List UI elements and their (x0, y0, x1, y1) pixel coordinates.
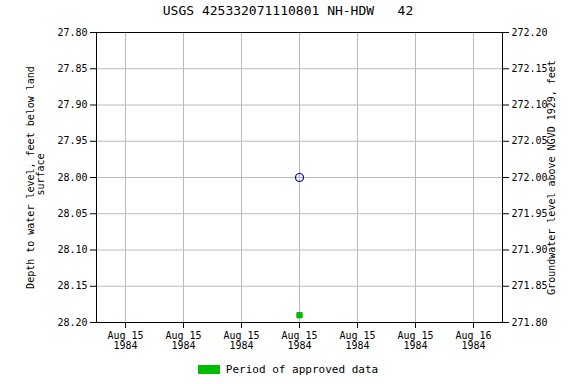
svg-text:Aug 151984: Aug 151984 (223, 330, 259, 351)
svg-text:272.05: 272.05 (512, 135, 548, 146)
svg-text:271.85: 271.85 (512, 280, 548, 291)
svg-text:271.80: 271.80 (512, 317, 548, 328)
svg-text:27.90: 27.90 (57, 99, 87, 110)
svg-text:272.00: 272.00 (512, 172, 548, 183)
svg-text:27.95: 27.95 (57, 135, 87, 146)
svg-text:28.05: 28.05 (57, 208, 87, 219)
svg-text:27.80: 27.80 (57, 27, 87, 38)
svg-text:271.95: 271.95 (512, 208, 548, 219)
svg-text:Depth to water level, feet bel: Depth to water level, feet below land su… (25, 66, 46, 289)
svg-text:27.85: 27.85 (57, 63, 87, 74)
svg-text:Aug 151984: Aug 151984 (165, 330, 201, 351)
svg-text:Groundwater level above NGVD 1: Groundwater level above NGVD 1929, feet (546, 60, 557, 295)
svg-text:272.10: 272.10 (512, 99, 548, 110)
svg-text:28.15: 28.15 (57, 280, 87, 291)
html-text:USGS 425332071110801 NH-HDW 42: USGS 425332071110801 NH-HDW 42 (162, 3, 414, 18)
svg-text:28.00: 28.00 (57, 172, 87, 183)
svg-text:Aug 151984: Aug 151984 (339, 330, 375, 351)
svg-text:271.90: 271.90 (512, 244, 548, 255)
html-text:Period of approved data: Period of approved data (225, 362, 379, 376)
svg-text:Aug 161984: Aug 161984 (455, 330, 491, 351)
svg-text:Aug 151984: Aug 151984 (397, 330, 433, 351)
svg-text:28.10: 28.10 (57, 244, 87, 255)
svg-text:Aug 151984: Aug 151984 (281, 330, 317, 351)
svg-text:28.20: 28.20 (57, 317, 87, 328)
svg-text:Aug 151984: Aug 151984 (107, 330, 143, 351)
svg-text:272.20: 272.20 (512, 27, 548, 38)
svg-text:272.15: 272.15 (512, 63, 548, 74)
